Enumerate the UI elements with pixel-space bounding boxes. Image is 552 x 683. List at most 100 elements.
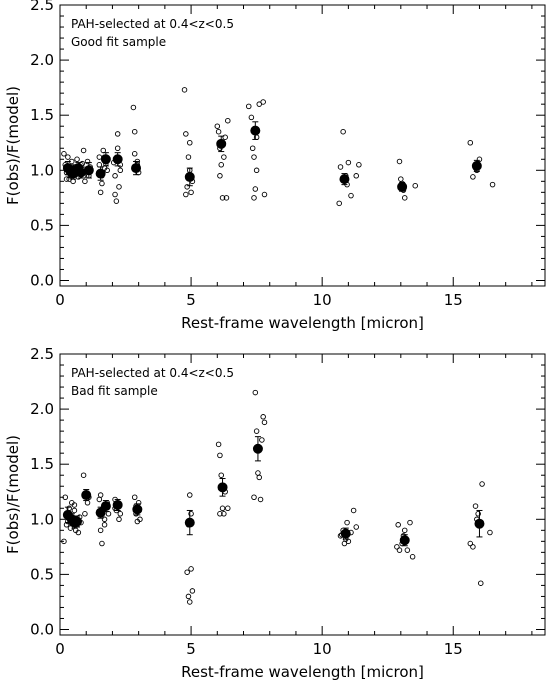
x-axis-label: Rest-frame wavelength [micron] xyxy=(181,314,424,332)
data-point xyxy=(215,441,222,448)
y-tick-label: 1.0 xyxy=(30,510,54,528)
data-point xyxy=(348,192,354,199)
x-tick-label: 5 xyxy=(186,640,196,658)
data-point xyxy=(249,145,256,152)
data-point xyxy=(478,580,484,586)
data-point xyxy=(114,131,121,137)
data-point xyxy=(350,507,357,514)
data-point xyxy=(475,511,481,517)
mean-point xyxy=(339,174,350,185)
mean-point xyxy=(72,516,83,527)
data-point xyxy=(487,529,493,536)
data-point xyxy=(61,151,67,157)
data-point xyxy=(219,505,226,512)
y-tick-label: 0.0 xyxy=(30,620,54,638)
mean-point xyxy=(100,501,111,512)
bottom-panel-bad-fit: 0 5 10 15 0.0 0.5 1.0 1.5 2.0 2.5 Rest-frame wavel… xyxy=(4,345,546,681)
top-panel-good-fit: 0 5 10 15 0.0 0.5 1.0 1.5 2.0 2.5 Rest-frame wavel… xyxy=(4,0,546,332)
data-point xyxy=(74,156,80,163)
data-point xyxy=(412,182,418,189)
mean-point xyxy=(471,160,482,171)
data-point xyxy=(112,173,118,179)
x-tick-label: 10 xyxy=(313,291,332,309)
data-point xyxy=(409,554,416,560)
data-point xyxy=(340,128,346,135)
y-axis-label: F(obs)/F(model) xyxy=(4,435,22,554)
y-tick-label: 1.5 xyxy=(30,106,54,124)
x-axis-label: Rest-frame wavelength [micron] xyxy=(181,663,424,681)
mean-point xyxy=(132,504,143,515)
data-point xyxy=(401,195,408,201)
data-point xyxy=(467,540,474,547)
data-point xyxy=(219,195,226,201)
data-point xyxy=(188,566,194,572)
data-point xyxy=(260,99,266,105)
mean-point xyxy=(184,171,195,182)
data-point xyxy=(130,104,137,111)
mean-point xyxy=(217,482,228,493)
data-point xyxy=(183,191,189,198)
data-point xyxy=(62,494,68,501)
data-point xyxy=(353,173,359,179)
data-point xyxy=(470,174,476,180)
data-point xyxy=(398,176,404,182)
data-point xyxy=(117,167,124,174)
data-point xyxy=(253,428,260,434)
data-point xyxy=(80,147,87,154)
mean-point xyxy=(252,443,263,454)
data-point xyxy=(261,191,268,198)
annotation-text: Good fit sample xyxy=(71,35,166,49)
data-point xyxy=(101,516,108,523)
data-point xyxy=(84,158,91,165)
data-point xyxy=(184,184,190,190)
data-point xyxy=(97,189,104,196)
mean-point xyxy=(250,125,261,136)
data-point xyxy=(185,154,192,160)
y-axis-label: F(obs)/F(model) xyxy=(4,86,22,205)
data-point xyxy=(217,511,223,517)
data-point xyxy=(479,481,485,487)
data-point xyxy=(117,511,124,517)
mean-point xyxy=(216,138,227,149)
mean-point xyxy=(184,517,195,528)
data-point xyxy=(80,472,87,478)
annotation-text: PAH-selected at 0.4<z<0.5 xyxy=(71,17,234,31)
data-point xyxy=(116,516,122,523)
data-point xyxy=(221,154,227,160)
x-tick-label: 0 xyxy=(55,291,65,309)
mean-point xyxy=(112,499,123,510)
data-point xyxy=(396,158,403,165)
data-point xyxy=(82,178,88,185)
annotation-text: PAH-selected at 0.4<z<0.5 xyxy=(71,366,234,380)
data-point xyxy=(253,167,260,174)
mean-point xyxy=(397,181,408,192)
data-point xyxy=(252,186,259,192)
data-point xyxy=(131,494,138,501)
data-point xyxy=(356,162,362,168)
data-point xyxy=(251,195,257,201)
data-point xyxy=(137,516,143,523)
data-point xyxy=(217,452,223,459)
mean-point xyxy=(81,490,92,501)
y-tick-label: 0.0 xyxy=(30,271,54,289)
data-point xyxy=(104,167,110,174)
data-point xyxy=(221,511,227,517)
data-point xyxy=(131,128,138,135)
y-tick-label: 2.0 xyxy=(30,51,54,69)
data-point xyxy=(187,492,193,498)
data-point xyxy=(116,184,122,190)
data-point xyxy=(188,189,194,196)
data-point xyxy=(252,389,259,396)
data-point xyxy=(183,131,189,137)
mean-point xyxy=(95,507,106,518)
data-point xyxy=(181,87,188,93)
x-tick-label: 10 xyxy=(313,640,332,658)
data-point xyxy=(71,507,78,514)
data-point xyxy=(344,519,350,526)
mean-point xyxy=(474,518,485,529)
data-point xyxy=(259,437,265,443)
y-tick-label: 0.5 xyxy=(30,216,54,234)
data-point xyxy=(337,164,344,170)
data-point xyxy=(218,162,224,168)
data-point xyxy=(114,145,121,152)
